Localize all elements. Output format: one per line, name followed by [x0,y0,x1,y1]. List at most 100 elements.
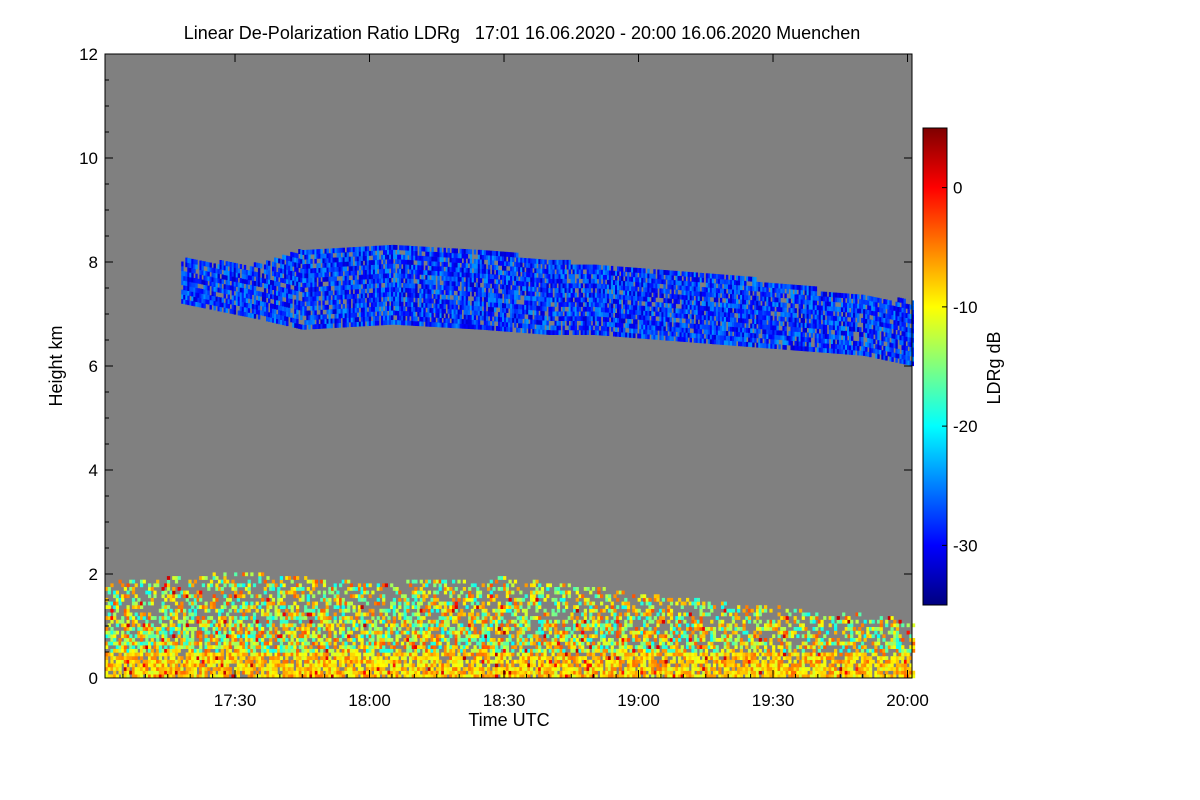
cirrus-cell [449,276,452,282]
cirrus-cell [483,315,487,321]
cirrus-cell [596,302,600,308]
cirrus-cell [887,318,890,324]
cirrus-cell [615,289,618,295]
cirrus-cell [786,312,789,318]
cirrus-cell [245,293,249,299]
boundary-layer-cell [129,579,133,584]
cirrus-cell [849,298,852,304]
cirrus-cell [768,329,771,335]
cirrus-cell [851,331,854,337]
cirrus-cell [506,294,509,299]
cirrus-cell [278,272,281,278]
cirrus-cell [411,288,414,293]
cirrus-cell [786,298,789,304]
cirrus-cell [794,322,797,328]
cirrus-cell [514,313,517,319]
boundary-layer-cell [118,638,122,642]
cirrus-cell [655,288,658,293]
cirrus-cell [570,325,573,331]
cirrus-cell [669,284,672,290]
boundary-layer-cell [126,605,130,609]
cirrus-cell [451,262,454,268]
boundary-layer-cell [177,619,181,624]
cirrus-cell [802,285,805,291]
cirrus-cell [776,297,779,303]
cirrus-cell [865,314,868,319]
cirrus-cell [532,272,535,278]
cirrus-cell [572,288,575,293]
cirrus-cell [604,274,608,280]
cirrus-cell [540,315,543,321]
cirrus-cell [431,270,434,276]
cirrus-cell [719,330,723,336]
cirrus-cell [631,300,634,306]
cirrus-cell [651,297,654,302]
cirrus-cell [346,289,350,295]
cirrus-cell [703,324,707,330]
cirrus-cell [627,323,630,329]
cirrus-cell [298,305,301,311]
cirrus-cell [895,339,898,344]
cirrus-cell [776,302,779,307]
cirrus-cell [354,256,358,262]
cirrus-cell [721,321,725,327]
cirrus-cell [278,295,281,301]
cirrus-cell [717,316,721,322]
cirrus-cell [245,307,249,313]
cirrus-cell [223,265,226,271]
cirrus-cell [845,330,848,336]
cirrus-cell [368,274,372,280]
cirrus-cell [282,259,285,265]
cirrus-cell [407,287,410,293]
cirrus-cell [385,296,388,302]
cirrus-cell [391,319,394,325]
cirrus-cell [322,286,325,292]
cirrus-cell [685,271,688,277]
cirrus-cell [665,274,668,280]
cirrus-cell [804,327,807,333]
cirrus-cell [536,291,539,297]
boundary-layer-cell [180,645,184,649]
cirrus-cell [449,252,452,258]
cirrus-cell [427,270,430,276]
cirrus-cell [447,308,450,314]
cirrus-cell [247,270,251,276]
cirrus-cell [673,331,676,337]
cirrus-cell [877,354,880,359]
cirrus-cell [851,350,854,355]
cirrus-cell [830,292,834,298]
cirrus-cell [867,351,870,357]
cirrus-cell [834,344,838,349]
cirrus-cell [863,304,866,310]
cirrus-cell [251,304,255,309]
cirrus-cell [853,308,856,313]
cirrus-cell [875,311,878,317]
boundary-layer-cell [131,641,136,646]
cirrus-cell [465,310,469,315]
cirrus-cell [219,288,222,293]
cirrus-cell [411,311,414,317]
cirrus-cell [544,268,547,274]
cirrus-cell [590,325,594,331]
cirrus-cell [649,329,652,335]
cirrus-cell [350,261,354,267]
cirrus-cell [350,317,354,323]
cirrus-cell [738,294,741,300]
cirrus-cell [288,312,291,318]
cirrus-cell [899,340,902,345]
cirrus-cell [417,293,420,298]
cirrus-cell [540,259,543,265]
boundary-layer-cell [166,594,171,599]
cirrus-cell [231,267,235,272]
cirrus-cell [528,263,531,268]
cirrus-cell [808,346,812,352]
cirrus-cell [711,292,715,298]
cirrus-cell [487,255,491,261]
cirrus-cell [598,265,602,270]
cirrus-cell [625,332,628,338]
cirrus-cell [853,326,856,332]
cirrus-cell [485,283,489,288]
cirrus-cell [740,294,743,300]
cirrus-cell [207,276,210,282]
boundary-layer-cell [180,619,184,624]
